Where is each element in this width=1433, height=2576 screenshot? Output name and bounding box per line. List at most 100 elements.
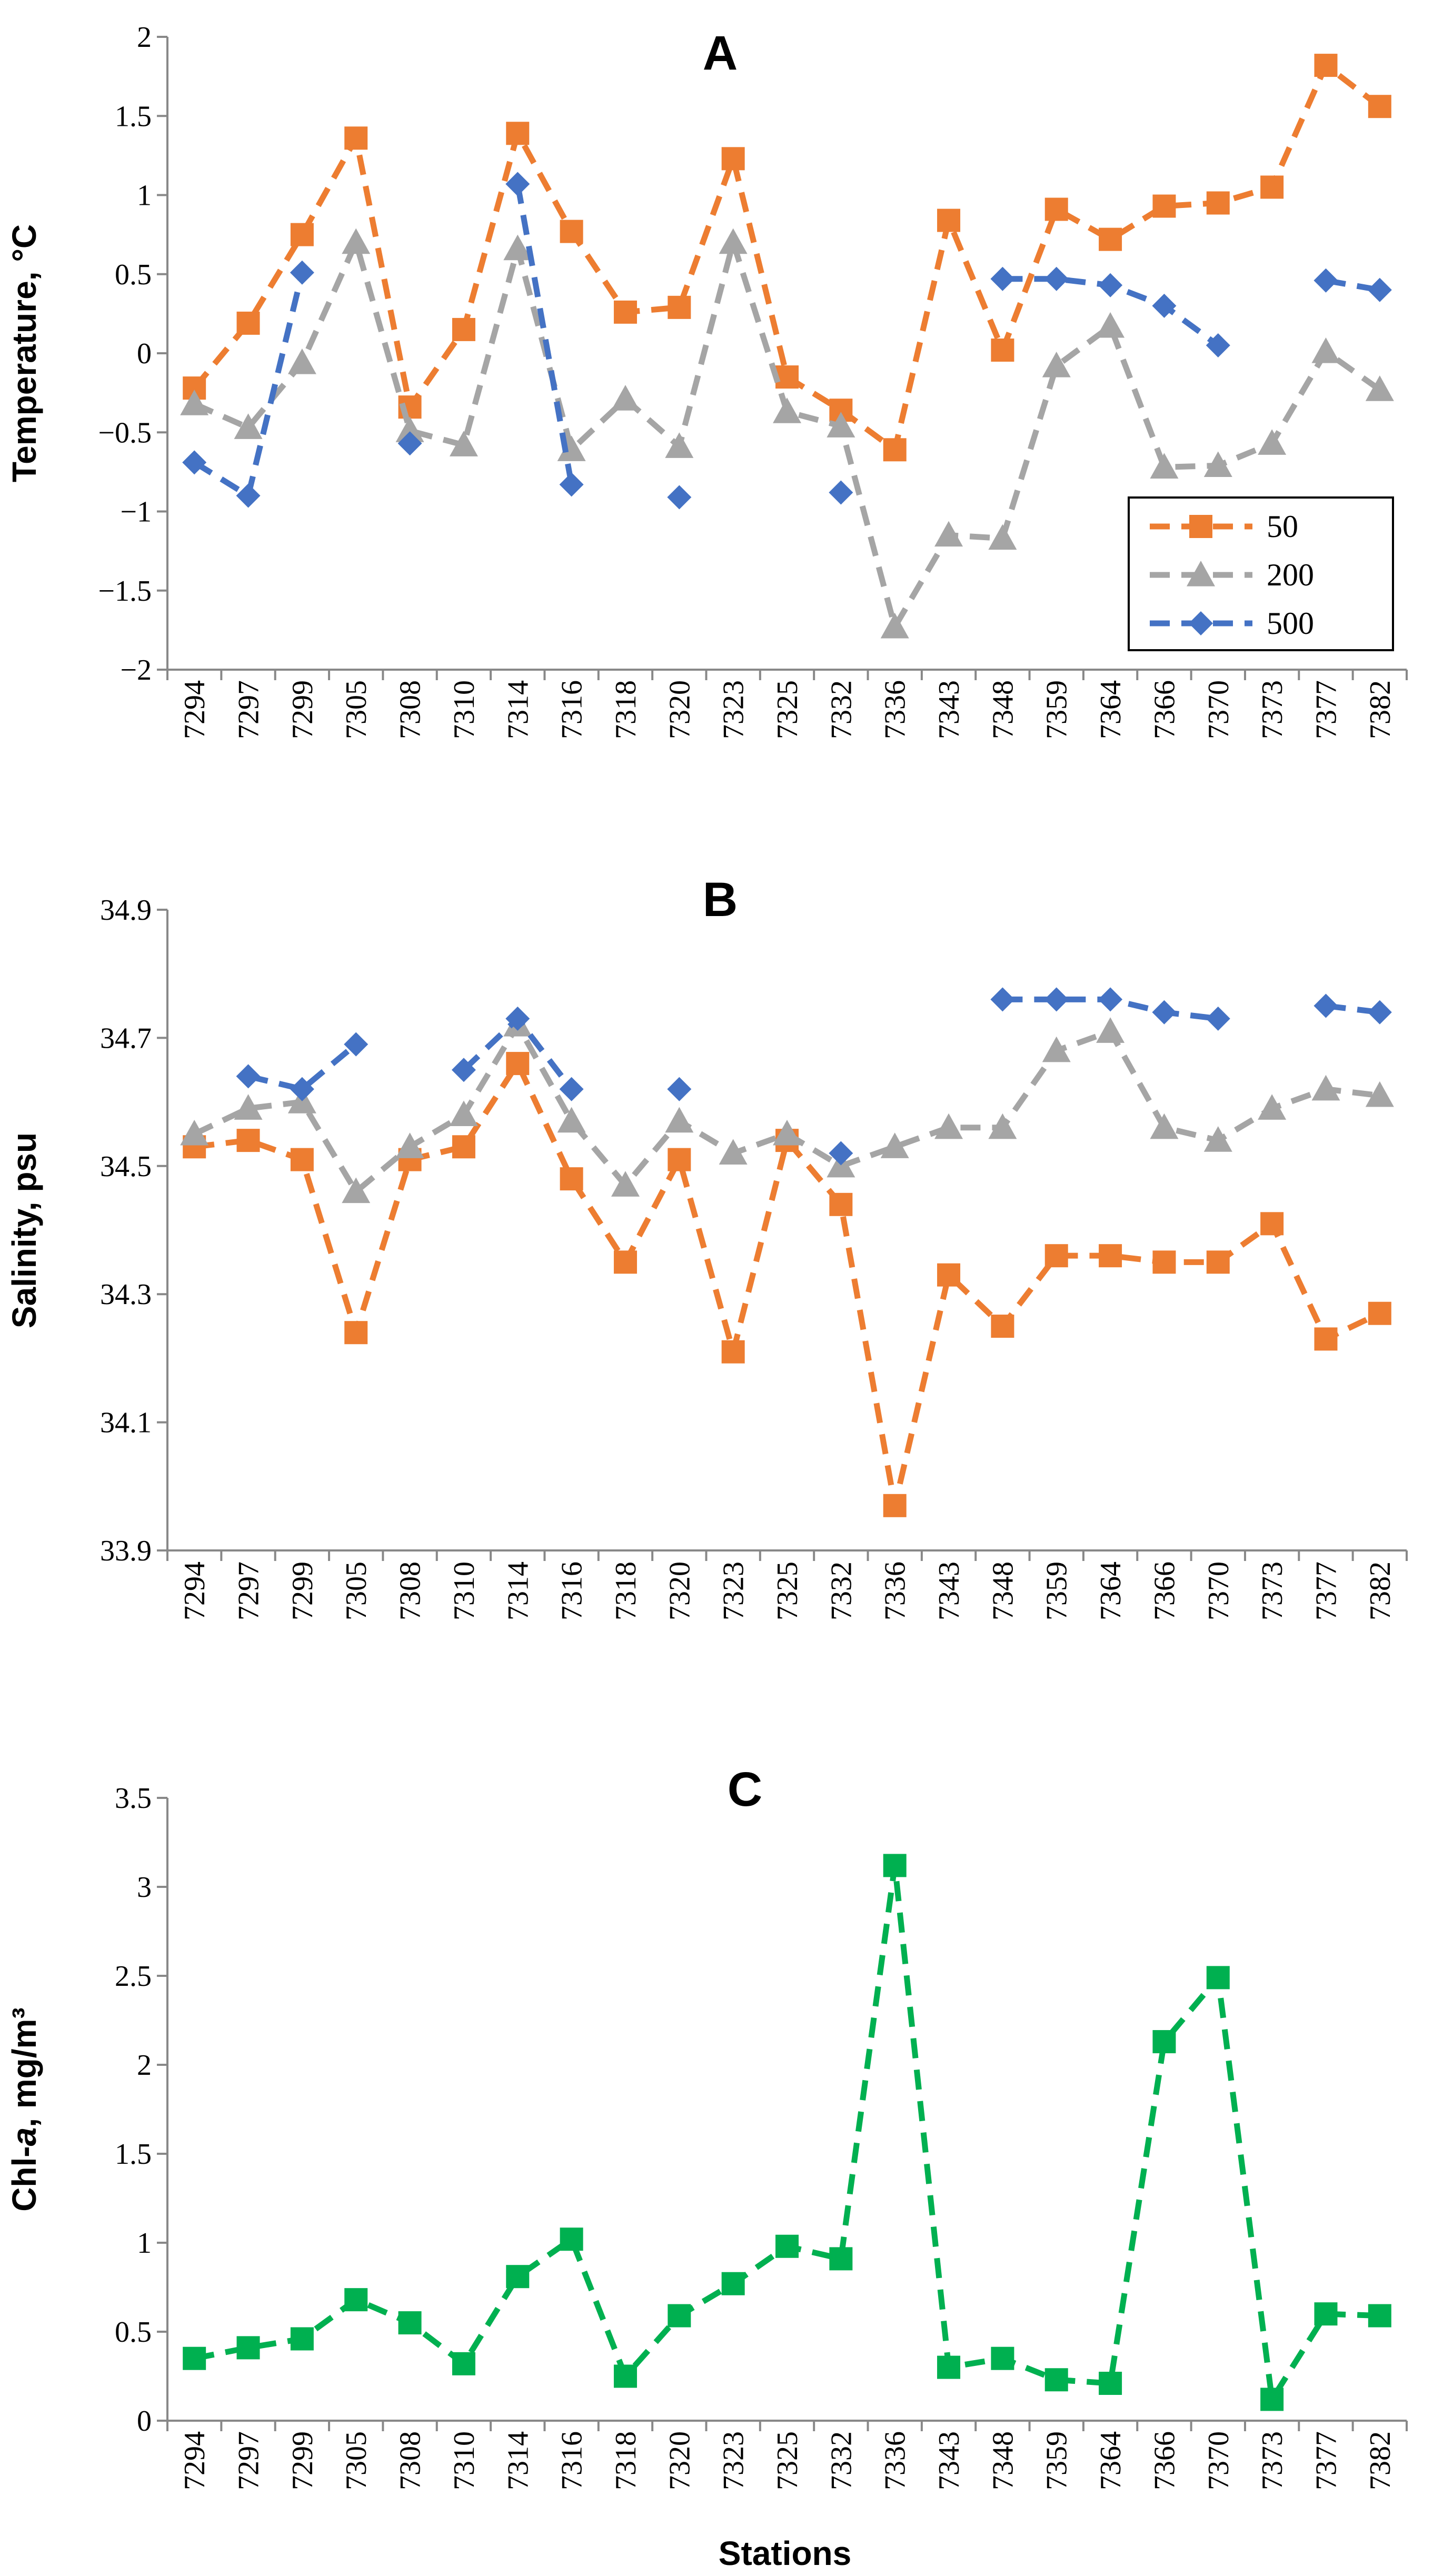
data-point-diamond xyxy=(829,1141,853,1166)
data-point-square xyxy=(613,300,637,324)
data-point-square xyxy=(1368,95,1391,118)
x-tick-label: 7336 xyxy=(879,1561,912,1620)
y-tick-label: −0.5 xyxy=(98,416,152,449)
x-tick-label: 7377 xyxy=(1310,1561,1342,1620)
legend-box xyxy=(1128,496,1394,651)
x-tick-label: 7332 xyxy=(825,1561,858,1620)
data-point-triangle xyxy=(611,1171,640,1197)
x-tick-label: 7373 xyxy=(1256,1561,1289,1620)
x-tick-label: 7382 xyxy=(1364,680,1397,739)
series-50 xyxy=(183,1052,1391,1517)
x-tick-label: 7318 xyxy=(610,2431,642,2490)
data-point-triangle xyxy=(234,413,263,439)
data-point-square xyxy=(1314,54,1338,77)
data-point-triangle xyxy=(342,228,371,254)
x-tick-label: 7318 xyxy=(610,1561,642,1620)
data-point-diamond xyxy=(1313,993,1338,1018)
data-point-square xyxy=(236,2336,260,2360)
x-tick-label: 7316 xyxy=(556,680,589,739)
data-point-triangle xyxy=(395,416,424,442)
data-point-square xyxy=(183,2346,206,2370)
data-point-square xyxy=(452,1135,475,1159)
data-point-square xyxy=(1368,1301,1391,1325)
data-point-triangle xyxy=(773,397,801,423)
x-tick-label: 7314 xyxy=(502,680,534,739)
data-point-diamond xyxy=(397,431,422,456)
x-tick-label: 7366 xyxy=(1148,2431,1181,2490)
y-tick-label: 0.5 xyxy=(115,258,152,291)
series-500 xyxy=(182,172,1392,510)
y-tick-label: −2 xyxy=(120,654,152,687)
data-point-square xyxy=(829,2247,853,2271)
x-tick-label: 7305 xyxy=(340,2431,373,2490)
series-line xyxy=(514,183,575,485)
y-axis-title-part: , mg/m³ xyxy=(5,2007,43,2127)
data-point-triangle xyxy=(1365,1081,1394,1107)
data-point-square xyxy=(613,2364,637,2388)
panel-letter: A xyxy=(703,26,738,80)
series-500 xyxy=(236,987,1392,1166)
data-point-diamond xyxy=(290,260,314,285)
data-point-diamond xyxy=(1152,1000,1177,1025)
y-tick-label: 34.5 xyxy=(100,1150,152,1183)
data-point-triangle xyxy=(934,521,963,547)
x-tick-label: 7370 xyxy=(1202,680,1235,739)
data-point-triangle xyxy=(1311,337,1340,363)
data-point-square xyxy=(937,2355,961,2379)
data-point-diamond xyxy=(1044,266,1069,291)
x-tick-label: 7382 xyxy=(1364,2431,1397,2490)
x-tick-label: 7320 xyxy=(663,2431,696,2490)
data-point-triangle xyxy=(665,432,694,458)
data-point-square xyxy=(883,438,907,462)
x-tick-label: 7370 xyxy=(1202,2431,1235,2490)
x-tick-label: 7294 xyxy=(178,1561,211,1620)
data-point-diamond xyxy=(667,1077,692,1101)
series-line xyxy=(194,1060,1381,1509)
data-point-triangle xyxy=(665,1107,694,1133)
x-tick-label: 7373 xyxy=(1256,2431,1289,2490)
data-point-triangle xyxy=(449,1100,478,1127)
x-tick-label: 7323 xyxy=(718,1561,750,1620)
x-tick-label: 7373 xyxy=(1256,680,1289,739)
x-tick-label: 7310 xyxy=(448,2431,481,2490)
data-point-diamond xyxy=(451,1058,476,1082)
data-point-triangle xyxy=(342,1177,371,1204)
data-point-square xyxy=(506,122,530,145)
data-point-diamond xyxy=(667,485,692,510)
panel-letter: C xyxy=(728,1763,762,1816)
data-point-triangle xyxy=(1203,1126,1232,1152)
data-point-square xyxy=(1206,1250,1230,1274)
x-tick-label: 7359 xyxy=(1041,2431,1073,2490)
x-tick-label: 7366 xyxy=(1148,1561,1181,1620)
y-tick-label: 1.5 xyxy=(115,2138,152,2171)
y-axis-title-part: Chl- xyxy=(5,2146,43,2211)
data-point-square xyxy=(1206,191,1230,215)
data-point-square xyxy=(1099,2372,1122,2395)
x-tick-label: 7364 xyxy=(1094,1561,1127,1620)
data-point-triangle xyxy=(719,1139,748,1165)
x-tick-label: 7297 xyxy=(233,1561,265,1620)
y-tick-label: 34.3 xyxy=(100,1278,152,1311)
x-tick-label: 7348 xyxy=(987,1561,1019,1620)
data-point-square xyxy=(1152,2030,1176,2054)
data-point-square xyxy=(721,2272,745,2295)
x-tick-label: 7316 xyxy=(556,1561,589,1620)
data-point-square xyxy=(290,1148,314,1171)
x-tick-label: 7377 xyxy=(1310,680,1342,739)
y-tick-label: 1 xyxy=(137,2227,152,2260)
data-point-triangle xyxy=(1096,312,1125,338)
y-tick-label: 34.7 xyxy=(100,1022,152,1055)
data-point-square xyxy=(344,126,368,150)
data-point-triangle xyxy=(449,431,478,456)
data-point-square xyxy=(721,1340,745,1364)
y-axis-title: Salinity, psu xyxy=(5,1132,43,1328)
series-line xyxy=(194,1862,1380,2402)
x-tick-label: 7294 xyxy=(178,680,211,739)
x-tick-label: 7297 xyxy=(233,2431,265,2490)
data-point-square xyxy=(1044,1244,1068,1268)
data-point-square xyxy=(1152,1250,1176,1274)
data-point-square xyxy=(613,1250,637,1274)
data-point-square xyxy=(1260,1212,1284,1236)
data-point-square xyxy=(560,1167,583,1191)
